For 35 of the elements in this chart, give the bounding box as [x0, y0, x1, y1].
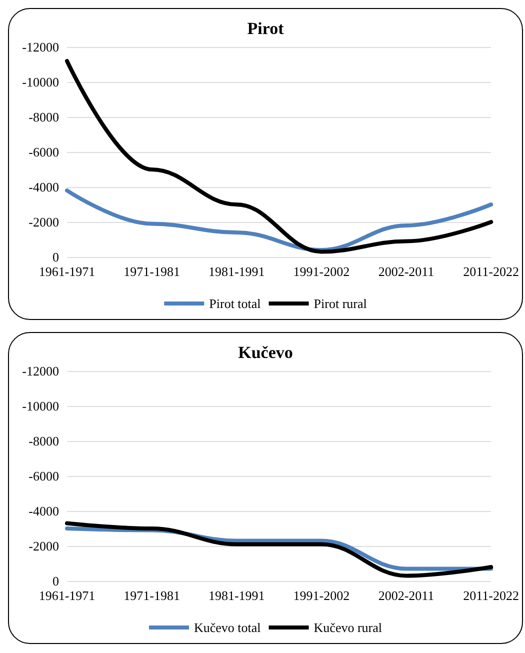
x-tick-label: 1981-1991	[208, 264, 265, 279]
chart-title: Pirot	[247, 19, 284, 38]
line-series	[65, 188, 494, 252]
legend-label: Kučevo total	[194, 620, 262, 635]
y-tick-label: -6000	[28, 468, 59, 484]
chart-title: Kučevo	[238, 343, 293, 362]
x-tick-label: 1961-1971	[38, 264, 96, 279]
y-tick-label: 0	[52, 574, 59, 588]
y-tick-label: -12000	[22, 40, 59, 54]
y-tick-label: -2000	[28, 538, 59, 554]
y-tick-label: -10000	[22, 398, 59, 414]
x-tick-label: 2002-2011	[378, 264, 434, 279]
y-tick-label: -4000	[28, 180, 59, 194]
y-tick-label: -6000	[28, 144, 59, 160]
legend-label: Kučevo rural	[314, 620, 382, 635]
legend-label: Pirot total	[209, 296, 262, 311]
y-tick-label: -8000	[28, 110, 59, 124]
y-tick-label: -10000	[22, 74, 59, 90]
x-tick-label: 1991-2002	[293, 264, 350, 279]
x-tick-label: 2011-2022	[463, 264, 520, 279]
x-tick-label: 2002-2011	[378, 588, 434, 603]
x-tick-label: 1971-1981	[124, 588, 180, 603]
y-tick-label: -12000	[22, 364, 59, 378]
line-series	[65, 521, 494, 578]
x-tick-label: 2011-2022	[463, 588, 520, 603]
x-tick-label: 1971-1981	[124, 264, 180, 279]
y-tick-label: 0	[52, 250, 59, 264]
x-tick-label: 1991-2002	[293, 588, 350, 603]
y-tick-label: -8000	[28, 434, 59, 448]
y-tick-label: -2000	[28, 214, 59, 230]
x-tick-label: 1961-1971	[38, 588, 96, 603]
legend-label: Pirot rural	[314, 296, 368, 311]
y-tick-label: -4000	[28, 504, 59, 518]
x-tick-label: 1981-1991	[208, 588, 265, 603]
line-series	[65, 59, 494, 254]
